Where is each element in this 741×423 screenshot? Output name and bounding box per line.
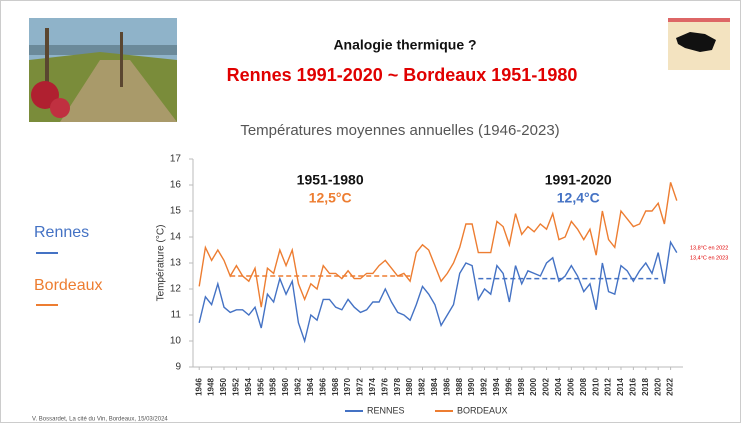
x-tick-label: 1976 (380, 378, 389, 396)
x-tick-label: 1954 (244, 378, 253, 396)
y-tick-label: 11 (171, 310, 182, 321)
side-label: Bordeaux (34, 277, 103, 294)
x-tick-label: 1994 (492, 378, 501, 396)
x-tick-label: 2020 (653, 378, 662, 396)
x-tick-label: 2022 (666, 378, 675, 396)
x-tick-label: 1948 (207, 378, 216, 396)
map-logo (668, 18, 730, 70)
x-tick-label: 2000 (529, 378, 538, 396)
x-tick-label: 1984 (430, 378, 439, 396)
x-tick-label: 1990 (467, 378, 476, 396)
x-tick-label: 1998 (517, 378, 526, 396)
slide: Analogie thermique ? Rennes 1991-2020 ~ … (0, 0, 741, 423)
x-tick-label: 1996 (504, 378, 513, 396)
side-label: Rennes (34, 224, 89, 241)
side-rule (36, 252, 58, 254)
legend-label: BORDEAUX (457, 405, 508, 415)
x-tick-label: 1958 (269, 378, 278, 396)
x-tick-label: 2012 (604, 378, 613, 396)
x-tick-label: 1952 (232, 378, 241, 396)
y-tick-label: 15 (170, 206, 182, 217)
x-tick-label: 2010 (591, 378, 600, 396)
x-tick-label: 1946 (194, 378, 203, 396)
x-tick-label: 1960 (281, 378, 290, 396)
x-tick-label: 1968 (331, 378, 340, 396)
slide-title: Analogie thermique ? (333, 37, 476, 53)
x-tick-label: 1966 (318, 378, 327, 396)
x-tick-label: 2006 (566, 378, 575, 396)
slide-subtitle: Rennes 1991-2020 ~ Bordeaux 1951-1980 (227, 65, 578, 85)
x-tick-label: 1982 (418, 378, 427, 396)
credit: V. Bossardet, La cité du Vin, Bordeaux, … (32, 417, 168, 423)
period-value: 12,5°C (309, 190, 352, 206)
x-tick-label: 1986 (442, 378, 451, 396)
y-tick-label: 10 (170, 336, 182, 347)
x-tick-label: 1992 (480, 378, 489, 396)
x-tick-label: 1980 (405, 378, 414, 396)
y-tick-label: 9 (175, 362, 181, 373)
x-tick-label: 1964 (306, 378, 315, 396)
y-tick-label: 17 (170, 154, 182, 165)
x-tick-label: 2016 (628, 378, 637, 396)
x-tick-label: 2008 (579, 378, 588, 396)
y-tick-label: 12 (170, 284, 182, 295)
vineyard-photo (29, 18, 177, 122)
x-tick-label: 2002 (542, 378, 551, 396)
x-tick-label: 2014 (616, 378, 625, 396)
chart-title: Températures moyennes annuelles (1946-20… (240, 122, 559, 139)
x-tick-label: 1950 (219, 378, 228, 396)
end-note: 13,4°C en 2023 (690, 255, 728, 261)
x-tick-label: 1978 (393, 378, 402, 396)
side-rule (36, 304, 58, 306)
x-tick-label: 2018 (641, 378, 650, 396)
end-note: 13,8°C en 2022 (690, 245, 728, 251)
y-tick-label: 16 (170, 180, 182, 191)
y-tick-label: 13 (170, 258, 182, 269)
period-label: 1951-1980 (297, 172, 364, 188)
x-tick-label: 1972 (356, 378, 365, 396)
x-tick-label: 2004 (554, 378, 563, 396)
x-tick-label: 1974 (368, 378, 377, 396)
x-tick-label: 1962 (294, 378, 303, 396)
y-axis-label: Température (°C) (156, 225, 167, 302)
legend-label: RENNES (367, 405, 405, 415)
period-label: 1991-2020 (545, 172, 612, 188)
x-tick-label: 1988 (455, 378, 464, 396)
y-tick-label: 14 (170, 232, 182, 243)
x-tick-label: 1956 (256, 378, 265, 396)
period-value: 12,4°C (557, 190, 600, 206)
x-tick-label: 1970 (343, 378, 352, 396)
